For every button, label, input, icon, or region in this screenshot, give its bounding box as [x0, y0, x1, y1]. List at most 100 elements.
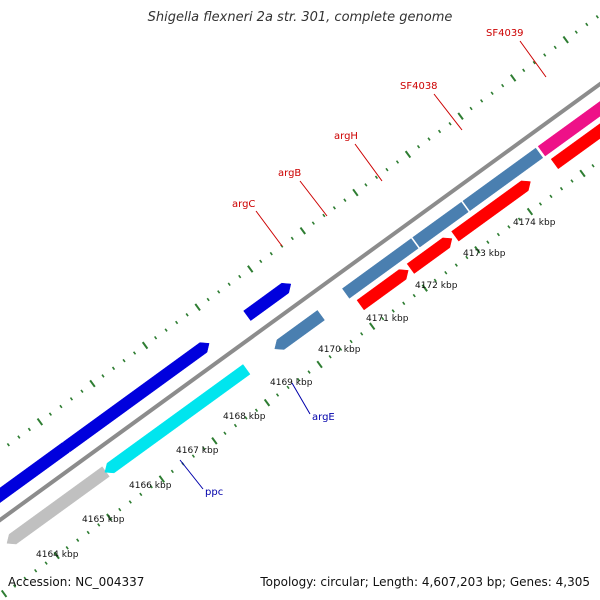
inner-tick [202, 446, 206, 451]
outer-tick [427, 137, 431, 141]
inner-tick [421, 284, 428, 292]
outer-tick-marks [6, 15, 599, 447]
outer-tick [217, 290, 221, 294]
outer-tick [585, 22, 589, 27]
inner-tick [34, 568, 38, 573]
outer-tick [89, 379, 96, 388]
feature-arrow [342, 238, 419, 299]
outer-tick [343, 198, 347, 202]
feature-arrow [406, 237, 453, 274]
inner-tick [86, 530, 90, 535]
inner-tick [486, 240, 490, 244]
outer-tick [490, 91, 494, 95]
gene-label-argc[interactable]: argC [232, 199, 255, 210]
outer-tick [416, 144, 421, 149]
outer-tick [469, 106, 473, 111]
gene-label-sf4039[interactable]: SF4039 [486, 28, 524, 39]
gene-leader-line [519, 40, 547, 78]
inner-tick [44, 561, 48, 565]
inner-tick [517, 217, 522, 222]
gene-label-arge[interactable]: argE [312, 412, 335, 423]
accession-text: Accession: NC_004337 [8, 575, 145, 589]
inner-tick [559, 186, 564, 191]
inner-tick [349, 339, 353, 344]
tick-label: 4165 kbp [82, 515, 125, 525]
tick-label: 4169 kbp [270, 378, 313, 388]
gene-leader-line [299, 180, 328, 217]
inner-tick [118, 507, 122, 512]
outer-tick [562, 35, 569, 44]
inner-tick [97, 523, 101, 527]
inner-tick [106, 513, 113, 522]
outer-tick [185, 313, 189, 317]
outer-tick [395, 160, 400, 164]
inner-tick [233, 423, 238, 428]
outer-tick [332, 206, 336, 210]
feature-arrow [274, 310, 325, 350]
feature-arrow [462, 147, 544, 212]
tick-label: 4171 kbp [366, 314, 409, 324]
feature-arrow [243, 282, 292, 321]
inner-tick [474, 245, 481, 254]
feature-arrow [412, 201, 469, 248]
outer-tick [6, 442, 10, 447]
outer-tick [553, 45, 557, 50]
outer-tick [364, 183, 368, 187]
outer-tick [164, 328, 168, 332]
outer-tick [322, 213, 326, 218]
inner-tick [360, 332, 364, 336]
inner-tick [307, 370, 311, 374]
outer-tick [206, 297, 210, 302]
outer-tick [36, 417, 44, 426]
outer-tick [311, 221, 315, 225]
inner-tick [591, 163, 595, 168]
outer-tick [448, 122, 452, 126]
outer-tick [299, 226, 306, 235]
inner-tick [339, 347, 343, 351]
gene-leader-line [179, 459, 204, 490]
feature-arrow [451, 180, 531, 242]
outer-tick [522, 68, 526, 73]
gene-label-argb[interactable]: argB [278, 168, 301, 179]
inner-tick [570, 179, 574, 183]
inner-tick [328, 355, 332, 359]
inner-tick [549, 194, 553, 199]
inner-tick [402, 301, 406, 306]
feature-arrow [104, 364, 251, 474]
inner-tick [526, 207, 534, 216]
inner-tick [170, 469, 174, 474]
outer-tick [532, 60, 536, 65]
inner-tick [191, 454, 195, 458]
gene-label-argh[interactable]: argH [334, 131, 358, 142]
inner-tick [433, 278, 437, 283]
inner-tick [223, 431, 227, 435]
outer-tick [227, 282, 231, 287]
tick-labels: 4164 kbp 4165 kbp 4166 kbp 4167 kbp 4168 kbp… [36, 218, 556, 560]
tick-label: 4173 kbp [463, 249, 506, 259]
inner-tick [0, 589, 8, 598]
feature-track [0, 101, 600, 545]
outer-tick [59, 404, 63, 409]
outer-tick [69, 397, 74, 401]
inner-tick [286, 385, 290, 390]
feature-arrow [6, 466, 110, 545]
inner-tick [296, 377, 301, 382]
outer-tick [17, 435, 21, 439]
outer-tick [269, 251, 273, 256]
gene-label-sf4038[interactable]: SF4038 [400, 81, 438, 92]
inner-tick [381, 316, 385, 321]
inner-tick [254, 408, 259, 413]
outer-tick [437, 129, 442, 134]
outer-tick [374, 175, 379, 180]
outer-tick [510, 74, 517, 82]
map-title: Shigella flexneri 2a str. 301, complete … [147, 10, 453, 25]
inner-tick-marks [0, 163, 595, 598]
gene-leader-line [433, 93, 463, 131]
outer-tick [385, 167, 389, 172]
feature-arrow [356, 269, 409, 311]
gene-labels: argC argB argH SF4038 SF4039 argE ppc [179, 28, 547, 498]
inner-tick [454, 263, 458, 267]
outer-tick [122, 358, 126, 363]
gene-label-ppc[interactable]: ppc [205, 487, 223, 498]
outer-tick [175, 320, 179, 325]
